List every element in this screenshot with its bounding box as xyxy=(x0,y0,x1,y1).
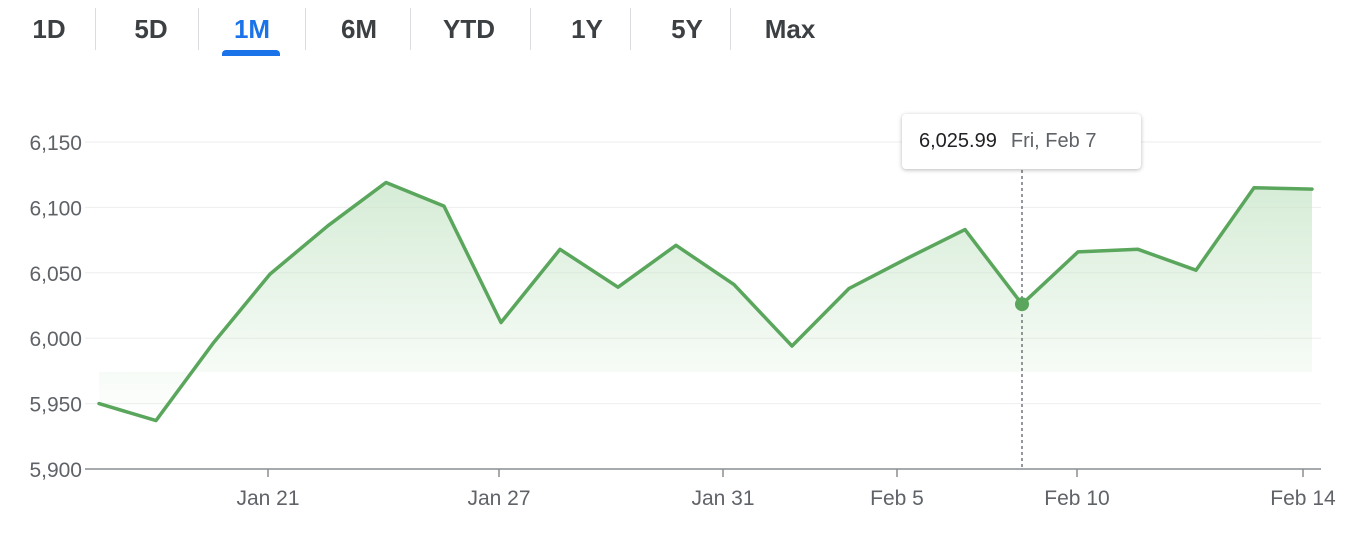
y-tick-label: 6,050 xyxy=(29,263,82,286)
data-point xyxy=(442,204,446,208)
data-point xyxy=(1252,186,1256,190)
data-point xyxy=(963,228,967,232)
chart-tooltip: 6,025.99 Fri, Feb 7 xyxy=(902,114,1141,169)
price-line xyxy=(97,180,1314,423)
tab-separator xyxy=(410,8,411,50)
x-tick-label: Jan 21 xyxy=(236,487,299,510)
data-point xyxy=(326,224,330,228)
y-tick-label: 5,950 xyxy=(29,394,82,417)
data-point xyxy=(790,344,794,348)
active-tab-indicator xyxy=(222,50,280,56)
x-tick-label: Feb 10 xyxy=(1044,487,1109,510)
data-point xyxy=(384,181,388,185)
data-point xyxy=(1136,247,1140,251)
data-point xyxy=(1310,187,1314,191)
y-tick-label: 6,000 xyxy=(29,328,82,351)
data-point xyxy=(1076,250,1080,254)
tab-separator xyxy=(305,8,306,50)
data-point xyxy=(1194,268,1198,272)
tooltip-date: Fri, Feb 7 xyxy=(1010,130,1097,152)
tab-separator xyxy=(530,8,531,50)
tab-1m[interactable]: 1M xyxy=(233,14,271,44)
tab-5y[interactable]: 5Y xyxy=(671,14,703,44)
tab-separator xyxy=(198,8,199,50)
tab-6m[interactable]: 6M xyxy=(340,14,378,44)
tooltip-value: 6,025.99 xyxy=(919,130,997,152)
y-tick-label: 6,150 xyxy=(29,132,82,155)
data-point xyxy=(97,402,101,406)
tab-1y[interactable]: 1Y xyxy=(571,14,603,44)
data-point xyxy=(732,283,736,287)
price-area-fill xyxy=(99,182,1312,421)
highlighted-point xyxy=(1015,297,1029,312)
data-point xyxy=(211,341,215,345)
data-point xyxy=(847,286,851,290)
x-tick-label: Feb 5 xyxy=(870,487,924,510)
x-tick-label: Feb 14 xyxy=(1270,487,1336,510)
x-tick-label: Jan 27 xyxy=(467,487,530,510)
tab-1d[interactable]: 1D xyxy=(32,14,66,44)
data-point xyxy=(268,272,272,276)
y-tick-label: 6,100 xyxy=(29,197,82,220)
data-point xyxy=(674,243,678,247)
y-tick-label: 5,900 xyxy=(29,459,82,482)
tab-separator xyxy=(95,8,96,50)
data-point xyxy=(499,321,503,325)
tab-separator xyxy=(730,8,731,50)
tab-5d[interactable]: 5D xyxy=(134,14,168,44)
data-point xyxy=(558,247,562,251)
tab-max[interactable]: Max xyxy=(764,14,816,44)
x-tick-label: Jan 31 xyxy=(691,487,754,510)
tab-separator xyxy=(630,8,631,50)
tab-ytd[interactable]: YTD xyxy=(443,14,495,44)
data-point xyxy=(616,285,620,289)
data-point xyxy=(154,419,158,423)
data-point xyxy=(905,256,909,260)
range-tabs: 1D 5D 1M 6M YTD 1Y 5Y Max xyxy=(0,0,900,60)
